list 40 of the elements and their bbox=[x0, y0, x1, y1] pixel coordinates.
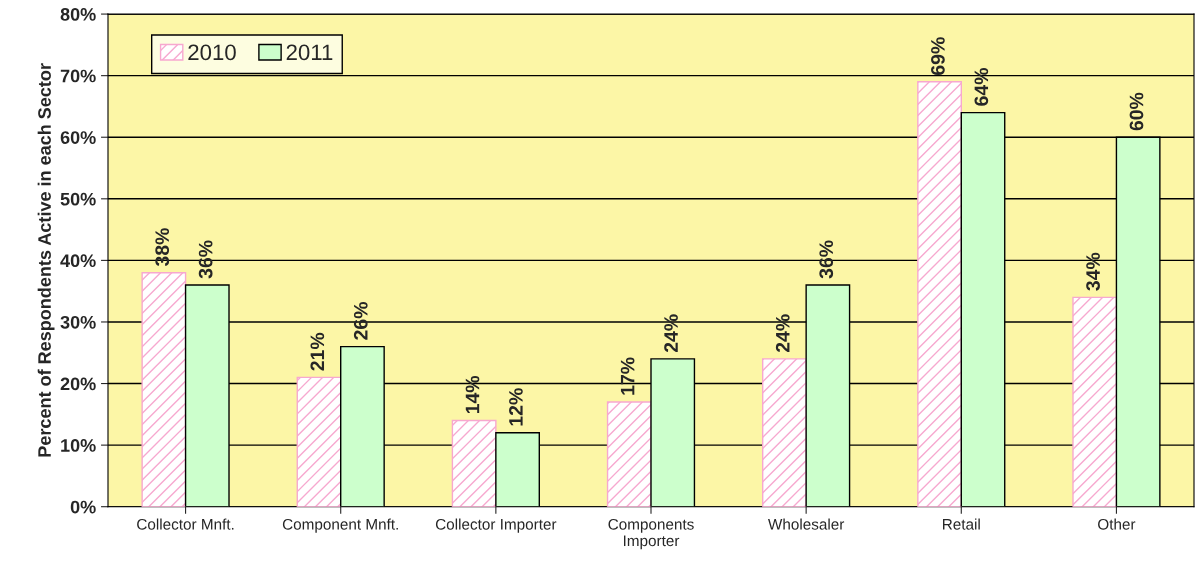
data-label: 36% bbox=[198, 240, 213, 279]
data-label: 64% bbox=[974, 68, 989, 106]
x-tick-label: Retail bbox=[943, 518, 980, 530]
data-label: 69% bbox=[931, 37, 945, 75]
legend-label: 2010 bbox=[188, 44, 236, 61]
y-tick-label: 60% bbox=[60, 131, 96, 144]
data-label: 24% bbox=[664, 314, 678, 353]
bar bbox=[762, 358, 807, 507]
data-label: 24% bbox=[775, 314, 790, 353]
y-tick-label: 10% bbox=[61, 439, 96, 452]
data-label: 36% bbox=[819, 240, 834, 279]
data-label: 21% bbox=[310, 332, 325, 371]
y-tick-label: 70% bbox=[60, 69, 96, 83]
x-tick-label: Collector Importer bbox=[435, 518, 557, 533]
y-tick-label: 0% bbox=[70, 500, 96, 514]
bar bbox=[606, 401, 652, 507]
y-tick-label: 20% bbox=[60, 377, 96, 391]
x-tick-label: Component Mnft. bbox=[282, 518, 398, 533]
legend-label: 2011 bbox=[286, 44, 333, 61]
x-tick-label: Wholesaler bbox=[768, 518, 845, 530]
y-tick-label: 80% bbox=[60, 8, 96, 21]
bar bbox=[296, 376, 342, 507]
bar bbox=[1072, 296, 1118, 507]
y-tick-label: 50% bbox=[60, 192, 96, 206]
bar bbox=[917, 81, 962, 507]
bar bbox=[141, 272, 187, 507]
y-tick-label: 30% bbox=[60, 315, 96, 329]
data-label: 12% bbox=[509, 388, 523, 426]
data-label: 26% bbox=[353, 302, 368, 340]
y-tick-label: 40% bbox=[60, 254, 96, 268]
data-label: 14% bbox=[465, 375, 480, 414]
y-axis-title: Percent of Respondents Active in each Sector bbox=[37, 63, 55, 457]
data-label: 38% bbox=[155, 228, 170, 267]
data-label: 17% bbox=[620, 357, 635, 395]
bar bbox=[451, 419, 497, 507]
x-tick-label: Components Importer bbox=[608, 518, 694, 550]
x-tick-label: Collector Mnft. bbox=[137, 518, 234, 530]
data-label: 34% bbox=[1086, 252, 1100, 291]
x-tick-label: Other bbox=[1098, 518, 1136, 530]
data-label: 60% bbox=[1129, 92, 1144, 131]
